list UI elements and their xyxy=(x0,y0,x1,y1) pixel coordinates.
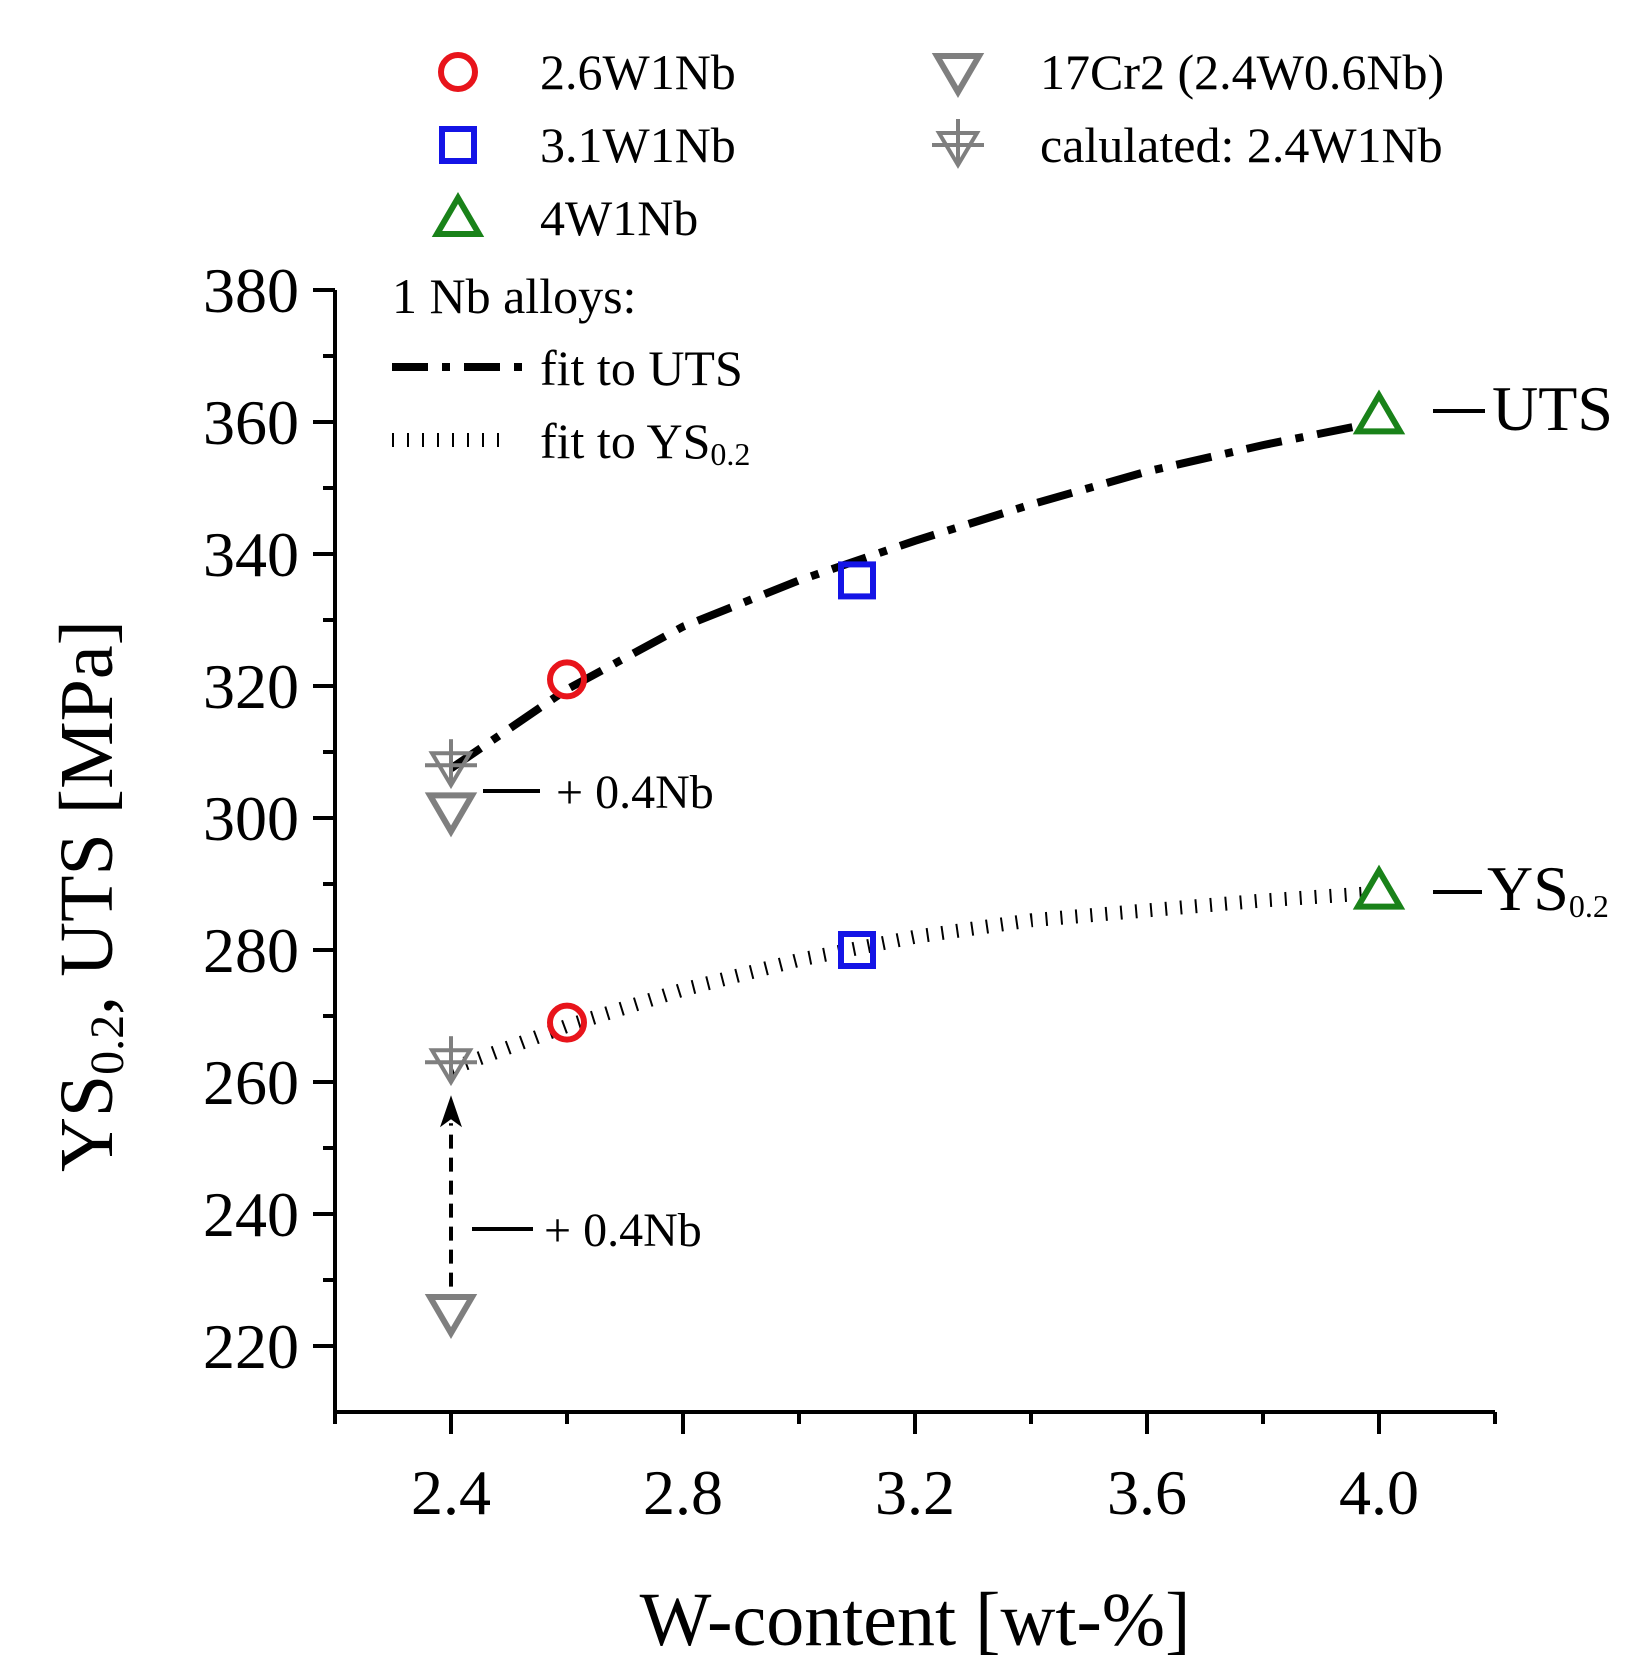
data-point xyxy=(425,739,477,790)
x-axis-title: W-content [wt-%] xyxy=(640,1578,1191,1662)
y-tick-label: 260 xyxy=(203,1047,299,1118)
fit-line-uts xyxy=(448,421,1363,772)
data-point xyxy=(547,1002,587,1043)
x-tick-label: 3.2 xyxy=(875,1457,955,1528)
annotation-nb-upper: + 0.4Nb xyxy=(556,766,714,819)
legend-fit-ys: fit to YS0.2 xyxy=(540,413,750,472)
x-tick-label: 2.8 xyxy=(643,1457,723,1528)
data-point xyxy=(424,792,478,838)
arrow-head xyxy=(440,1095,462,1128)
data-points xyxy=(424,389,1406,1339)
y-tick-label: 300 xyxy=(203,783,299,854)
legend: 2.6W1Nb 3.1W1Nb 4W1Nb 17Cr2 (2.4W0.6Nb) calu… xyxy=(431,44,1444,246)
legend-fit-uts: fit to UTS xyxy=(540,340,743,396)
data-point xyxy=(838,561,876,600)
legend-marker xyxy=(932,119,984,169)
x-tick-label: 3.6 xyxy=(1107,1457,1187,1528)
annotations: UTS YS0.2 + 0.4Nb + 0.4Nb xyxy=(472,373,1613,1257)
y-tick-label: 280 xyxy=(203,915,299,986)
fit-legend: 1 Nb alloys: fit to UTS fit to YS0.2 xyxy=(392,268,750,472)
arrow-annotation xyxy=(440,1095,462,1287)
y-tick-label: 340 xyxy=(203,519,299,590)
legend-label: 2.6W1Nb xyxy=(540,44,736,100)
legend-label: 4W1Nb xyxy=(540,190,698,246)
legend-marker xyxy=(439,126,477,164)
tick-labels: 220 240 260 280 300 320 340 360 380 2.4 2.8 3.2 3.6 4… xyxy=(203,255,1419,1528)
y-axis-title: YS0.2, UTS [MPa] xyxy=(45,620,134,1172)
data-point xyxy=(424,1294,478,1339)
legend-marker xyxy=(431,192,485,237)
y-tick-label: 220 xyxy=(203,1311,299,1382)
data-point xyxy=(1352,864,1406,910)
y-tick-label: 320 xyxy=(203,651,299,722)
legend-label: calulated: 2.4W1Nb xyxy=(1040,117,1443,173)
legend-label: 3.1W1Nb xyxy=(540,117,736,173)
annotation-uts: UTS xyxy=(1492,373,1613,444)
data-point xyxy=(838,931,876,969)
fit-lines xyxy=(448,421,1363,1076)
y-tick-label: 360 xyxy=(203,387,299,458)
x-tick-label: 2.4 xyxy=(411,1457,491,1528)
axis-titles: W-content [wt-%] YS0.2, UTS [MPa] xyxy=(45,620,1190,1662)
x-tick-label: 4.0 xyxy=(1339,1457,1419,1528)
y-tick-label: 240 xyxy=(203,1179,299,1250)
legend-label: 17Cr2 (2.4W0.6Nb) xyxy=(1040,44,1444,100)
data-point xyxy=(547,659,587,700)
annotation-nb-lower: + 0.4Nb xyxy=(544,1204,702,1257)
annotation-ys: YS0.2 xyxy=(1487,853,1609,924)
legend-group-title: 1 Nb alloys: xyxy=(392,268,636,324)
fit-line-ys xyxy=(448,886,1363,1076)
y-tick-label: 380 xyxy=(203,255,299,326)
legend-marker xyxy=(931,53,985,98)
data-point xyxy=(425,1036,477,1087)
data-point xyxy=(1352,389,1406,435)
axes xyxy=(313,288,1497,1434)
legend-marker xyxy=(438,52,478,92)
